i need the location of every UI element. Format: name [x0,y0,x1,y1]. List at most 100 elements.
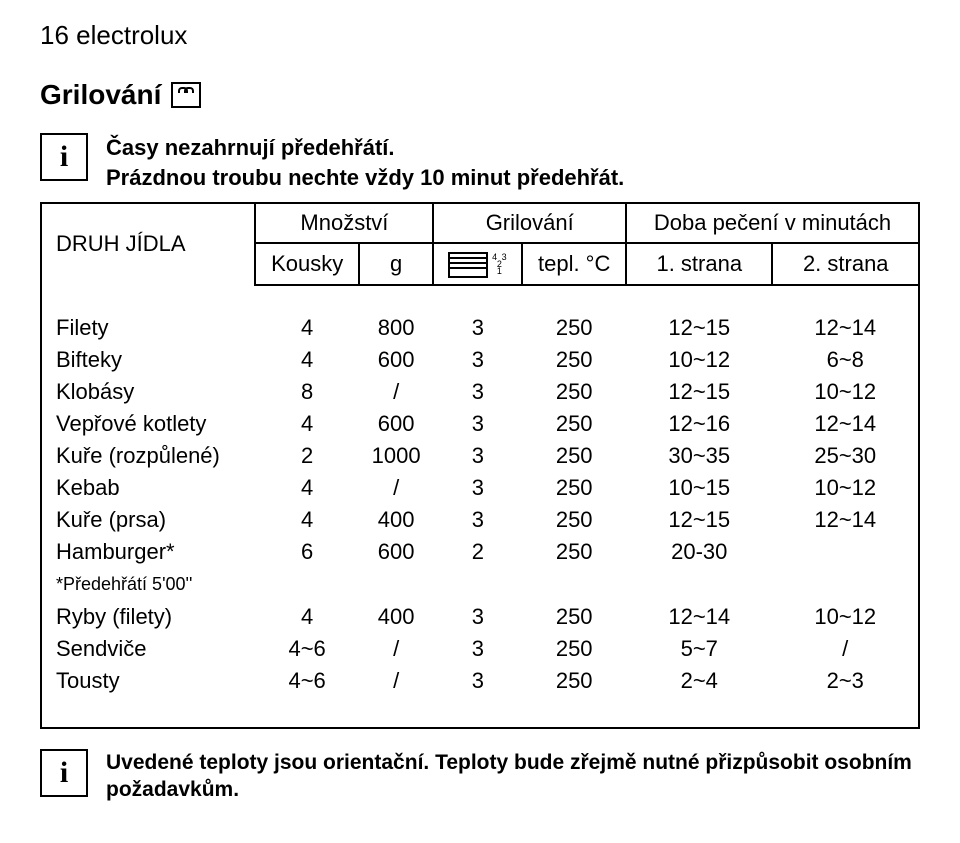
preheat-note: *Předehřátí 5'00'' [41,568,919,601]
cell-tepl: 250 [522,408,626,440]
col-shelf: 4 321 [433,243,522,284]
cell-kousky: 4 [255,344,358,376]
footer-note-text: Uvedené teploty jsou orientační. Teploty… [106,749,920,804]
cell-shelf: 3 [433,408,522,440]
cell-kousky: 4 [255,472,358,504]
cell-tepl: 250 [522,536,626,568]
table-row: Sendviče 4~6 / 3 250 5~7 / [41,633,919,665]
cell-tepl: 250 [522,440,626,472]
cell-tepl: 250 [522,472,626,504]
table-row: Vepřové kotlety 4 600 3 250 12~16 12~14 [41,408,919,440]
cell-g: 600 [359,536,434,568]
cell-tepl: 250 [522,312,626,344]
cell-g: / [359,376,434,408]
note-block: i Časy nezahrnují předehřátí. Prázdnou t… [40,133,920,192]
footer-note-block: i Uvedené teploty jsou orientační. Teplo… [40,749,920,804]
cell-s2: 10~12 [772,601,919,633]
cell-name: Ryby (filety) [41,601,255,633]
col-g: g [359,243,434,284]
cell-g: 400 [359,504,434,536]
cell-shelf: 3 [433,472,522,504]
cell-s1: 10~15 [626,472,772,504]
table-row: Kuře (prsa) 4 400 3 250 12~15 12~14 [41,504,919,536]
cell-tepl: 250 [522,344,626,376]
cell-g: / [359,665,434,697]
cell-shelf: 3 [433,665,522,697]
cell-s1: 12~16 [626,408,772,440]
cell-kousky: 2 [255,440,358,472]
cell-name: Kuře (prsa) [41,504,255,536]
table-row: Hamburger* 6 600 2 250 20-30 [41,536,919,568]
cell-g: 600 [359,344,434,376]
table-row: Klobásy 8 / 3 250 12~15 10~12 [41,376,919,408]
cell-g: 800 [359,312,434,344]
cell-tepl: 250 [522,665,626,697]
page-header: 16 electrolux [40,20,920,51]
cell-s1: 12~14 [626,601,772,633]
cell-s1: 30~35 [626,440,772,472]
cell-tepl: 250 [522,504,626,536]
col-tepl: tepl. °C [522,243,626,284]
cell-s2: 6~8 [772,344,919,376]
cell-s1: 12~15 [626,376,772,408]
col-strana2: 2. strana [772,243,919,284]
section-title-row: Grilování [40,79,920,111]
shelf-numbers: 4 321 [492,254,508,275]
cell-s2 [772,536,919,568]
col-doba: Doba pečení v minutách [626,203,919,243]
cell-g: 600 [359,408,434,440]
cell-s1: 10~12 [626,344,772,376]
table-row: Kebab 4 / 3 250 10~15 10~12 [41,472,919,504]
table-row: Ryby (filety) 4 400 3 250 12~14 10~12 [41,601,919,633]
info-icon: i [40,133,88,181]
shelf-icon [448,252,488,278]
col-druh: DRUH JÍDLA [41,203,255,284]
cell-name: Bifteky [41,344,255,376]
cell-kousky: 4 [255,504,358,536]
cell-s2: 2~3 [772,665,919,697]
cell-s2: 10~12 [772,376,919,408]
note-line-2: Prázdnou troubu nechte vždy 10 minut pře… [106,163,624,193]
preheat-note-row: *Předehřátí 5'00'' [41,568,919,601]
cell-s2: 25~30 [772,440,919,472]
cell-name: Kebab [41,472,255,504]
cell-shelf: 3 [433,344,522,376]
cell-s2: 10~12 [772,472,919,504]
cell-tepl: 250 [522,601,626,633]
cell-s1: 2~4 [626,665,772,697]
cell-kousky: 4 [255,601,358,633]
table-row: Bifteky 4 600 3 250 10~12 6~8 [41,344,919,376]
cell-s2: 12~14 [772,312,919,344]
cell-name: Vepřové kotlety [41,408,255,440]
cell-name: Tousty [41,665,255,697]
cell-name: Hamburger* [41,536,255,568]
cell-g: 1000 [359,440,434,472]
cell-s2: 12~14 [772,504,919,536]
cell-kousky: 8 [255,376,358,408]
cell-s1: 12~15 [626,504,772,536]
cell-shelf: 2 [433,536,522,568]
cell-s1: 5~7 [626,633,772,665]
cell-s1: 20-30 [626,536,772,568]
cell-shelf: 3 [433,376,522,408]
cell-name: Filety [41,312,255,344]
section-title: Grilování [40,79,161,111]
cell-kousky: 4~6 [255,665,358,697]
cell-g: / [359,472,434,504]
cell-shelf: 3 [433,312,522,344]
cell-s2: 12~14 [772,408,919,440]
cell-kousky: 4 [255,408,358,440]
col-strana1: 1. strana [626,243,772,284]
grill-table: DRUH JÍDLA Množství Grilování Doba pečen… [40,202,920,728]
cell-shelf: 3 [433,601,522,633]
cell-shelf: 3 [433,633,522,665]
cell-s2: / [772,633,919,665]
table-row: Filety 4 800 3 250 12~15 12~14 [41,312,919,344]
cell-s1: 12~15 [626,312,772,344]
cell-kousky: 4~6 [255,633,358,665]
note-line-1: Časy nezahrnují předehřátí. [106,135,395,160]
cell-kousky: 6 [255,536,358,568]
col-mnozstvi: Množství [255,203,433,243]
cell-tepl: 250 [522,633,626,665]
cell-name: Klobásy [41,376,255,408]
